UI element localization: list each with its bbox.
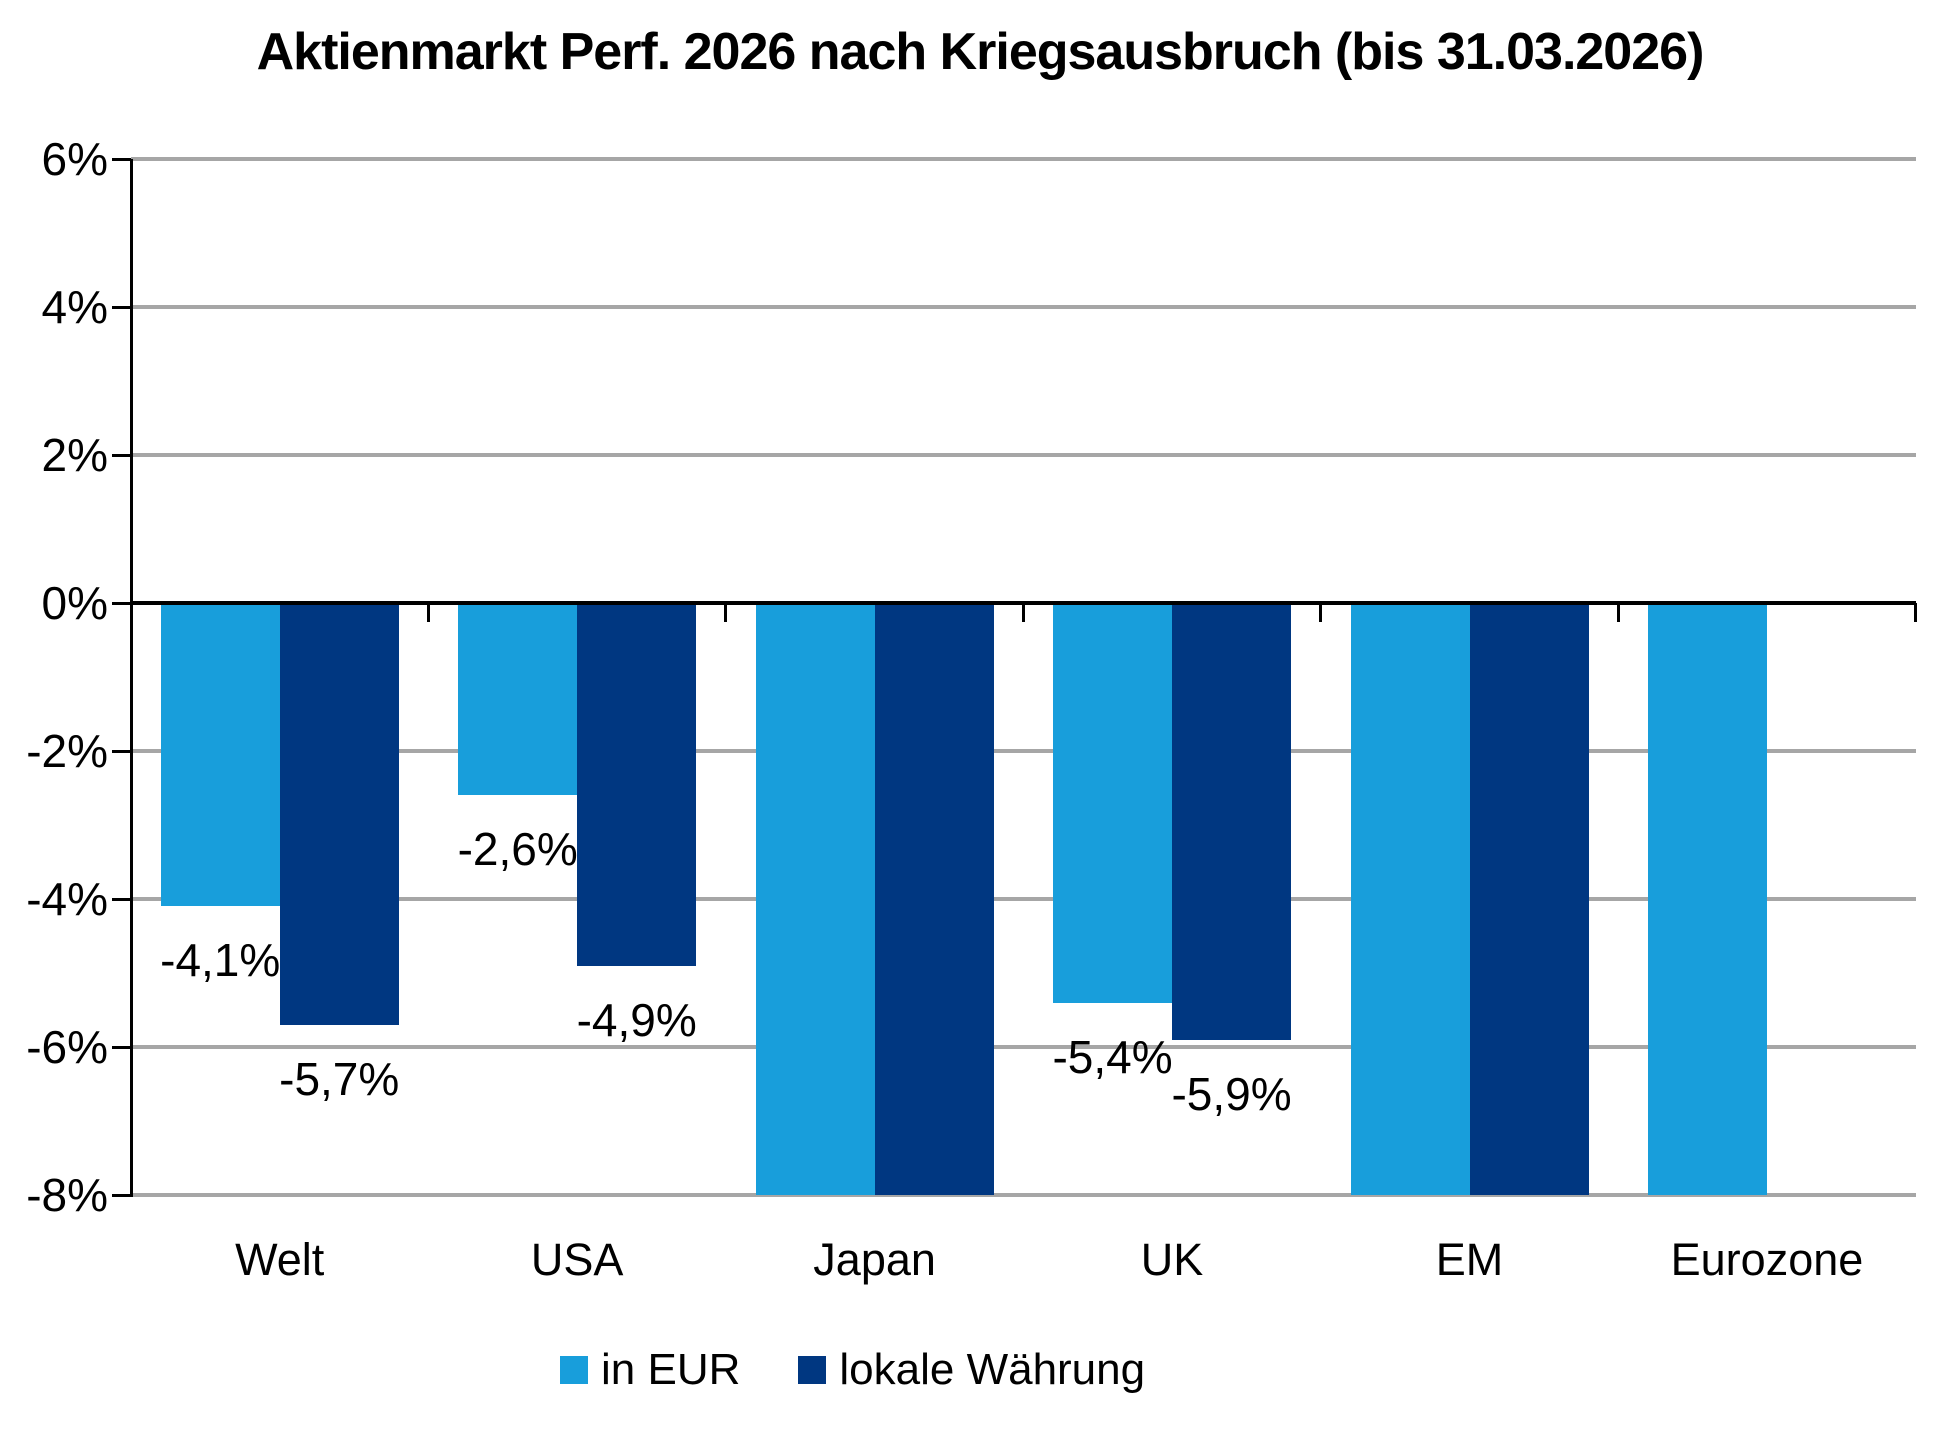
y-axis-tick-mark [112,453,131,457]
gridline--8% [131,1193,1916,1197]
legend-swatch-lokale-waehrung [798,1356,827,1384]
bar-in EUR-EM [1350,603,1470,1195]
x-axis-tick-mark [1319,603,1323,622]
category-label-USA: USA [530,1234,624,1285]
x-axis-tick-mark [426,603,430,622]
y-axis-tick-label: -8% [26,1169,108,1221]
category-label-Japan: Japan [813,1234,936,1285]
bar-in EUR-Japan [755,603,875,1195]
legend-label-lokale-waehrung: lokale Währung [839,1345,1146,1394]
legend-swatch-in-eur [560,1356,588,1384]
y-axis-tick-mark [112,305,131,309]
y-axis-tick-mark [112,749,131,753]
bar-in EUR-Welt [160,603,280,907]
x-axis-tick-mark [1914,603,1918,622]
y-axis-tick-mark [112,897,131,901]
data-label-in EUR-UK: -5,4% [1052,1030,1173,1083]
x-axis-tick-mark [1616,603,1620,622]
gridline-6% [131,157,1916,161]
y-axis-tick-label: -2% [26,725,108,777]
legend-label-in-eur: in EUR [601,1345,741,1394]
gridline--2% [131,749,1916,753]
category-label-Welt: Welt [235,1234,325,1285]
bar-in EUR-Eurozone [1647,603,1767,1195]
y-axis-tick-label: 6% [41,133,108,185]
x-axis-tick-mark [724,603,728,622]
gridline--4% [131,897,1916,901]
bar-lokale Währung-Welt [279,603,399,1025]
gridline-2% [131,453,1916,457]
bar-lokale Währung-EM [1469,603,1589,1195]
y-axis-tick-label: -4% [26,873,108,925]
gridline-4% [131,305,1916,309]
y-axis-tick-label: 2% [41,429,108,481]
y-axis-tick-mark [112,1193,131,1197]
y-axis-tick-label: 0% [41,577,108,629]
y-axis-tick-label: 4% [41,281,108,333]
category-label-UK: UK [1140,1234,1204,1285]
bar-in EUR-USA [458,603,578,796]
data-label-lokale Währung-Welt: -5,7% [279,1052,400,1105]
bar-lokale Währung-UK [1172,603,1292,1040]
y-axis-tick-mark [112,1045,131,1049]
bar-lokale Währung-Japan [874,603,994,1195]
data-label-in EUR-USA: -2,6% [457,823,578,876]
y-axis-tick-label: -6% [26,1021,108,1073]
bar-lokale Währung-USA [577,603,697,966]
gridline--6% [131,1045,1916,1049]
data-label-in EUR-Welt: -4,1% [160,934,281,987]
category-label-Eurozone: Eurozone [1670,1234,1864,1285]
x-axis-tick-mark [1021,603,1025,622]
y-axis-tick-mark [112,157,131,161]
legend: in EUR lokale Währung [560,1348,1145,1392]
y-axis-line [129,159,133,1197]
bar-in EUR-UK [1053,603,1173,1003]
y-axis-tick-mark [112,601,131,605]
data-label-lokale Währung-USA: -4,9% [576,993,697,1046]
data-label-lokale Währung-UK: -5,9% [1171,1067,1292,1120]
category-label-EM: EM [1435,1234,1504,1285]
chart-title: Aktienmarkt Perf. 2026 nach Kriegsausbru… [256,23,1705,81]
